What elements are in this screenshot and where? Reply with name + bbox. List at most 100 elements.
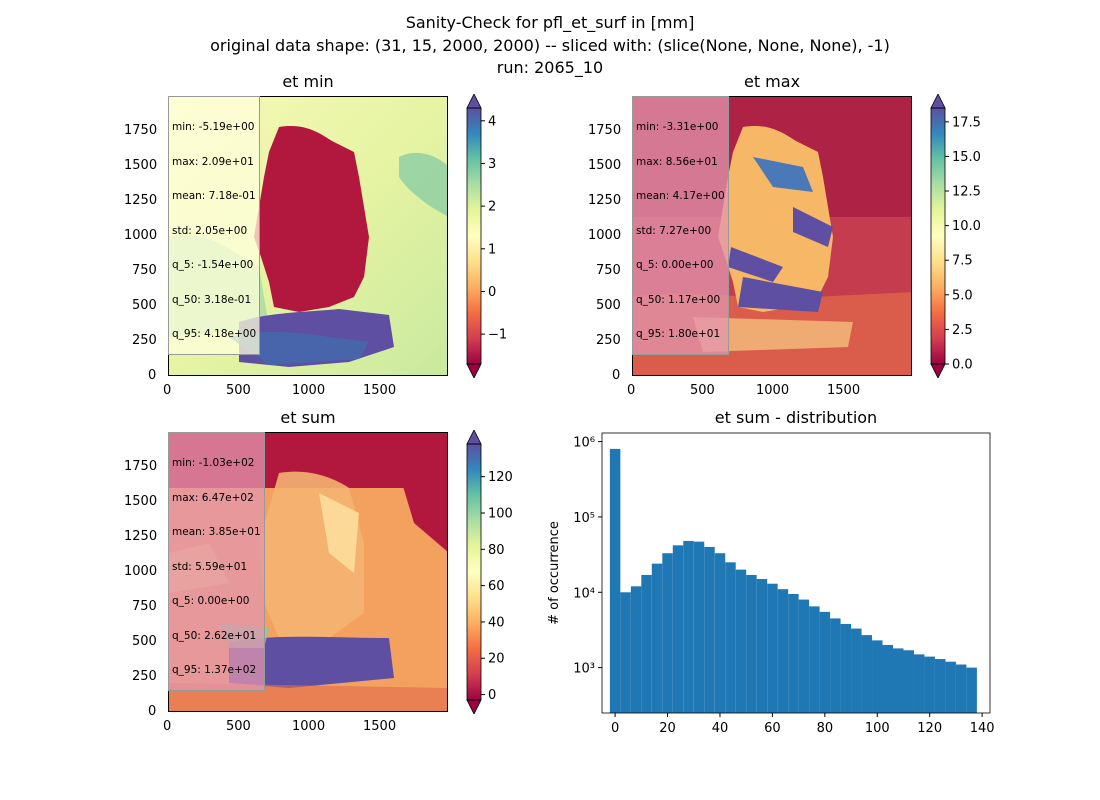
stat-line: std: 2.05e+00 [172, 224, 248, 237]
colorbar-tick-label: 0.0 [952, 358, 973, 373]
hist-bar [651, 563, 663, 713]
hist-bar [662, 553, 673, 713]
hist-bar [620, 592, 631, 713]
hist-ytick-label: 10⁶ [573, 436, 595, 451]
hist-bar [767, 583, 778, 713]
stat-line: q_5: 0.00e+00 [636, 259, 714, 271]
stat-line: std: 5.59e+01 [172, 560, 248, 573]
figure-title-line3: run: 2065_10 [496, 58, 604, 77]
hist-ytick-label: 10³ [573, 662, 595, 677]
colorbar-extend-max [930, 94, 946, 109]
hist-bar [735, 569, 747, 713]
et-max-ytick: 1500 [588, 158, 622, 173]
et-min-ytick: 750 [132, 263, 157, 278]
hist-bar [777, 589, 789, 713]
et-min-colorbar: −1 0 1 2 3 4 [466, 94, 507, 378]
et-max-xtick: 0 [627, 383, 636, 398]
stat-line: min: -3.31e+00 [636, 121, 719, 133]
hist-bar [672, 545, 684, 713]
colorbar-tick-label: 3 [488, 157, 496, 172]
colorbar-tick-label: 80 [488, 543, 505, 558]
et-sum-xtick: 500 [226, 719, 251, 734]
stat-line: mean: 4.17e+00 [636, 190, 725, 202]
hist-bar [788, 593, 799, 713]
hist-ylabel: # of occurrence [547, 521, 562, 625]
figure-title-line2: original data shape: (31, 15, 2000, 2000… [210, 36, 890, 55]
colorbar-tick-label: 5.0 [952, 288, 973, 303]
hist-bar [945, 661, 956, 713]
hist-bar [641, 574, 652, 713]
colorbar-tick-label: 100 [488, 506, 513, 521]
hist-bar [756, 579, 768, 713]
stat-line: max: 2.09e+01 [172, 155, 254, 168]
hist-xtick-label: 80 [817, 721, 834, 736]
hist-frame [601, 432, 991, 714]
hist-bar [630, 586, 642, 713]
hist-xtick-label: 20 [659, 721, 676, 736]
et-max-ytick: 1750 [588, 123, 622, 138]
hist-bar [693, 541, 705, 713]
stat-line: q_5: 0.00e+00 [172, 595, 250, 607]
hist-bar [924, 656, 935, 713]
et-max-ytick: 0 [612, 368, 621, 383]
et-sum-stats: min: -1.03e+02 max: 6.47e+02 mean: 3.85e… [168, 432, 265, 691]
colorbar-tick-label: 15.0 [952, 150, 981, 165]
hist-xtick-label: 120 [917, 721, 942, 736]
stat-line: q_95: 1.37e+02 [172, 664, 257, 676]
et-max-xtick: 500 [690, 383, 715, 398]
colorbar-tick-label: 2.5 [952, 323, 973, 338]
hist-ytick-label: 10⁵ [573, 511, 595, 526]
et-max-ytick: 1250 [588, 193, 622, 208]
hist-bar [609, 448, 621, 713]
colorbar-gradient [467, 108, 481, 364]
et-max-colorbar: 0.0 2.5 5.0 7.5 10.0 12.5 15.0 17.5 [930, 94, 981, 378]
et-sum-title: et sum [280, 408, 336, 427]
et-min-xtick: 1000 [292, 383, 326, 398]
hist-xtick-label: 0 [611, 721, 619, 736]
colorbar-extend-min [930, 363, 946, 378]
stat-line: min: -1.03e+02 [172, 457, 255, 469]
stat-line: q_50: 3.18e-01 [172, 293, 252, 306]
colorbar-tick-label: 10.0 [952, 219, 981, 234]
stat-line: max: 8.56e+01 [636, 155, 718, 168]
hist-ytick-label: 10⁴ [573, 586, 595, 601]
et-sum-ytick: 1000 [124, 564, 158, 579]
et-max-stats: min: -3.31e+00 max: 8.56e+01 mean: 4.17e… [632, 96, 729, 355]
et-sum-ytick: 500 [132, 634, 157, 649]
colorbar-gradient [931, 108, 945, 364]
hist-bar [714, 553, 726, 713]
stat-line: q_5: -1.54e+00 [172, 259, 254, 271]
colorbar-tick-label: 4 [488, 114, 496, 129]
hist-bar [872, 640, 883, 713]
et-max-xtick: 1000 [756, 383, 790, 398]
colorbar-extend-max [466, 94, 482, 109]
hist-title: et sum - distribution [714, 408, 878, 427]
figure-title-line1: Sanity-Check for pfl_et_surf in [mm] [405, 13, 695, 32]
et-max-xtick: 1500 [827, 383, 861, 398]
stat-line: q_50: 2.62e+01 [172, 629, 257, 642]
et-sum-ytick: 0 [148, 704, 157, 719]
stat-line: min: -5.19e+00 [172, 121, 255, 133]
et-sum-ytick: 250 [132, 669, 157, 684]
hist-bar [934, 659, 946, 713]
et-min-ytick: 1750 [124, 123, 158, 138]
et-min-xtick: 500 [226, 383, 251, 398]
hist-bar [830, 618, 841, 713]
colorbar-tick-label: 0 [488, 688, 496, 703]
colorbar-tick-label: 20 [488, 652, 505, 667]
hist-bar [903, 650, 914, 713]
hist-bar [893, 648, 904, 713]
hist-bar [798, 599, 810, 713]
hist-bar [746, 574, 757, 713]
et-min-title: et min [282, 72, 334, 91]
colorbar-tick-label: −1 [488, 328, 507, 343]
stat-line: mean: 7.18e-01 [172, 190, 256, 202]
et-sum-xtick: 0 [163, 719, 172, 734]
colorbar-tick-label: 0 [488, 285, 496, 300]
hist-bar [819, 611, 831, 713]
et-sum-ytick: 1500 [124, 494, 158, 509]
et-min-ytick: 250 [132, 333, 157, 348]
colorbar-extend-min [466, 699, 482, 714]
hist-xtick-label: 140 [970, 721, 995, 736]
et-min-ytick: 1250 [124, 193, 158, 208]
